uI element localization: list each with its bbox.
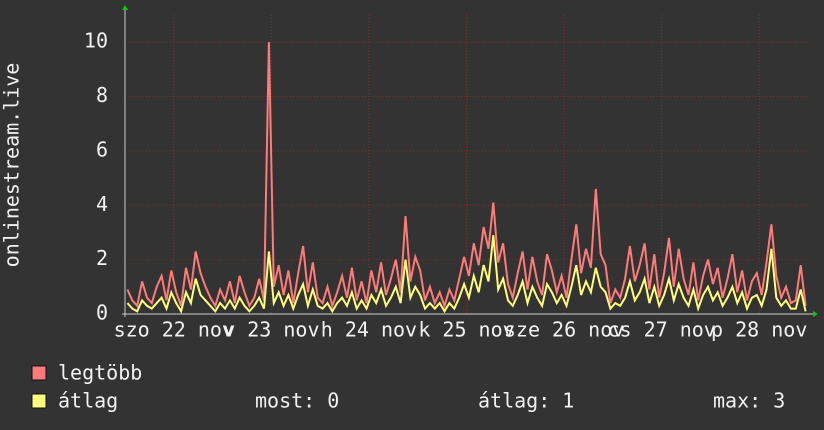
data-line [126,235,807,314]
y-tick-label: 8 [96,83,108,107]
x-tick-label: cs 27 nov [607,318,715,342]
legend-stat: max: 3 [713,389,785,413]
y-axis-arrow [122,5,128,10]
legend-swatch [31,393,47,409]
y-tick-label: 0 [96,301,108,325]
y-tick-label: 4 [96,192,108,216]
legend-stat: átlag: 1 [478,389,574,413]
legend-label: legtöbb [58,361,142,385]
legend-label: átlag [58,389,118,413]
x-tick-label: v 23 nov [223,318,319,342]
x-tick-label: k 25 nov [418,318,514,342]
legend-swatch [31,365,47,381]
x-tick-label: h 24 nov [321,318,417,342]
y-tick-label: 6 [96,137,108,161]
x-tick-label: szo 22 nov [114,318,234,342]
legend-stat: most: 0 [255,389,339,413]
x-axis-arrow [813,311,818,317]
x-tick-label: sze 26 nov [504,318,624,342]
x-tick-label: p 28 nov [711,318,807,342]
y-tick-label: 10 [84,29,108,53]
data-line [126,42,807,310]
y-axis-label: onlinestream.live [0,63,24,268]
y-tick-label: 2 [96,246,108,270]
